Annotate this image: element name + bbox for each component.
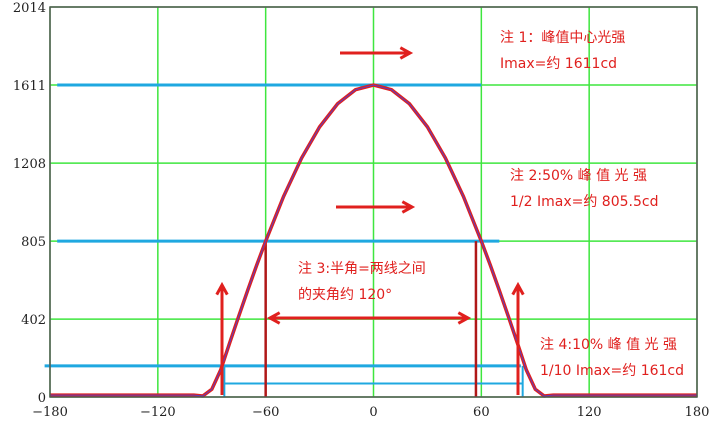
x-tick-label: 60: [473, 405, 490, 420]
x-tick-label: −60: [252, 405, 279, 420]
y-tick-label: 805: [21, 235, 46, 250]
arrow-up-left-head: [215, 281, 229, 296]
x-tick-label: −180: [32, 405, 68, 420]
x-tick-label: 180: [685, 405, 710, 420]
arrow-right-top-head: [399, 46, 414, 60]
note4-line1: 注 4:10% 峰 值 光 强: [540, 337, 677, 353]
note3-line1: 注 3:半角=两线之间: [298, 261, 426, 277]
x-tick-label: 0: [369, 405, 377, 420]
y-tick-label: 1208: [13, 157, 46, 172]
double-arrow-half-angle-head: [457, 311, 472, 325]
x-tick-label: 120: [577, 405, 602, 420]
annotation-arrows: [215, 46, 525, 395]
reference-lines: [44, 83, 524, 397]
plot-frame: [49, 6, 698, 398]
note1-line2: Imax=约 1611cd: [500, 56, 617, 72]
note4-line2: 1/10 Imax=约 161cd: [540, 363, 684, 379]
note2-line1: 注 2:50% 峰 值 光 强: [510, 168, 647, 184]
note3-line2: 的夹角约 120°: [298, 287, 392, 303]
y-tick-label: 2014: [13, 1, 46, 16]
y-tick-label: 0: [38, 391, 46, 406]
note2-line2: 1/2 Imax=约 805.5cd: [510, 194, 658, 210]
x-tick-label: −120: [140, 405, 176, 420]
arrow-right-middle-head: [401, 200, 416, 214]
note1-line1: 注 1：峰值中心光强: [500, 30, 625, 46]
double-arrow-half-angle-head: [266, 311, 281, 325]
y-tick-label: 402: [21, 313, 46, 328]
tick-labels: −180 −120 −60 0 60 120 180 0 402 805 1208 1611 2014: [13, 1, 710, 420]
arrow-up-right-head: [511, 281, 525, 296]
y-tick-label: 1611: [13, 79, 46, 94]
